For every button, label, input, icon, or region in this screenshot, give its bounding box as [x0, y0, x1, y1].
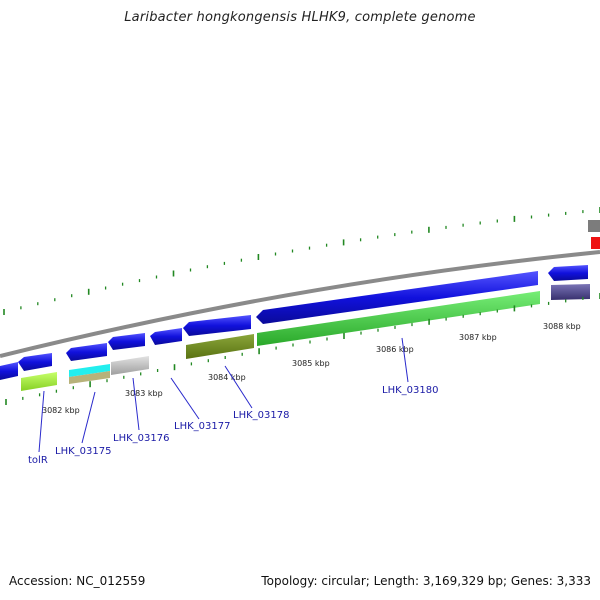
kbp-label: 3082 kbp [42, 406, 80, 415]
kbp-label: 3083 kbp [125, 389, 163, 398]
cds-arrow [548, 265, 588, 281]
inner-tick-ruler [5, 293, 600, 405]
cds-arrow [0, 362, 18, 380]
slate-feature [551, 284, 590, 300]
feature-track [21, 284, 590, 391]
cds-arrow [183, 315, 251, 336]
gene-label-LHK_03180[interactable]: LHK_03180 [382, 385, 438, 396]
leader-line [132, 377, 140, 431]
kbp-label: 3086 kbp [376, 345, 414, 354]
tolR-feature [21, 372, 57, 391]
cyan-feature [69, 364, 110, 377]
leader-line [170, 377, 200, 420]
cds-arrow [66, 343, 107, 361]
green-feature [257, 291, 540, 346]
map-title: Laribacter hongkongensis HLHK9, complete… [124, 10, 476, 25]
olive-feature [186, 334, 254, 359]
red-feature-right [591, 237, 600, 249]
leader-line [38, 390, 45, 453]
genome-backbone [0, 250, 600, 358]
leader-lines [38, 337, 409, 453]
cds-arrow [150, 328, 182, 345]
gene-labels: tolR LHK_03175 LHK_03176 LHK_03177 LHK_0… [28, 385, 438, 466]
kbp-label: 3087 kbp [459, 333, 497, 342]
leader-line [401, 337, 409, 383]
gene-label-LHK_03175[interactable]: LHK_03175 [55, 446, 111, 457]
cds-track [0, 265, 588, 380]
gene-label-LHK_03177[interactable]: LHK_03177 [174, 421, 230, 432]
silver-feature [111, 356, 149, 375]
kbp-label: 3084 kbp [208, 373, 246, 382]
cds-arrow [256, 271, 538, 324]
outer-tick-ruler [3, 207, 600, 315]
kbp-label: 3085 kbp [292, 359, 330, 368]
gray-feature-right [588, 220, 600, 232]
kbp-labels: 3082 kbp 3083 kbp 3084 kbp 3085 kbp 3086… [42, 322, 581, 415]
cds-arrow [108, 333, 145, 350]
leader-line [81, 391, 96, 444]
kbp-label: 3088 kbp [543, 322, 581, 331]
cds-arrow [18, 353, 52, 371]
gene-label-tolR[interactable]: tolR [28, 455, 48, 466]
leader-line [224, 365, 253, 409]
genome-summary-text: Topology: circular; Length: 3,169,329 bp… [261, 574, 591, 588]
gene-label-LHK_03178[interactable]: LHK_03178 [233, 410, 289, 421]
accession-text: Accession: NC_012559 [9, 574, 146, 588]
khaki-feature [69, 371, 110, 384]
gene-label-LHK_03176[interactable]: LHK_03176 [113, 433, 169, 444]
